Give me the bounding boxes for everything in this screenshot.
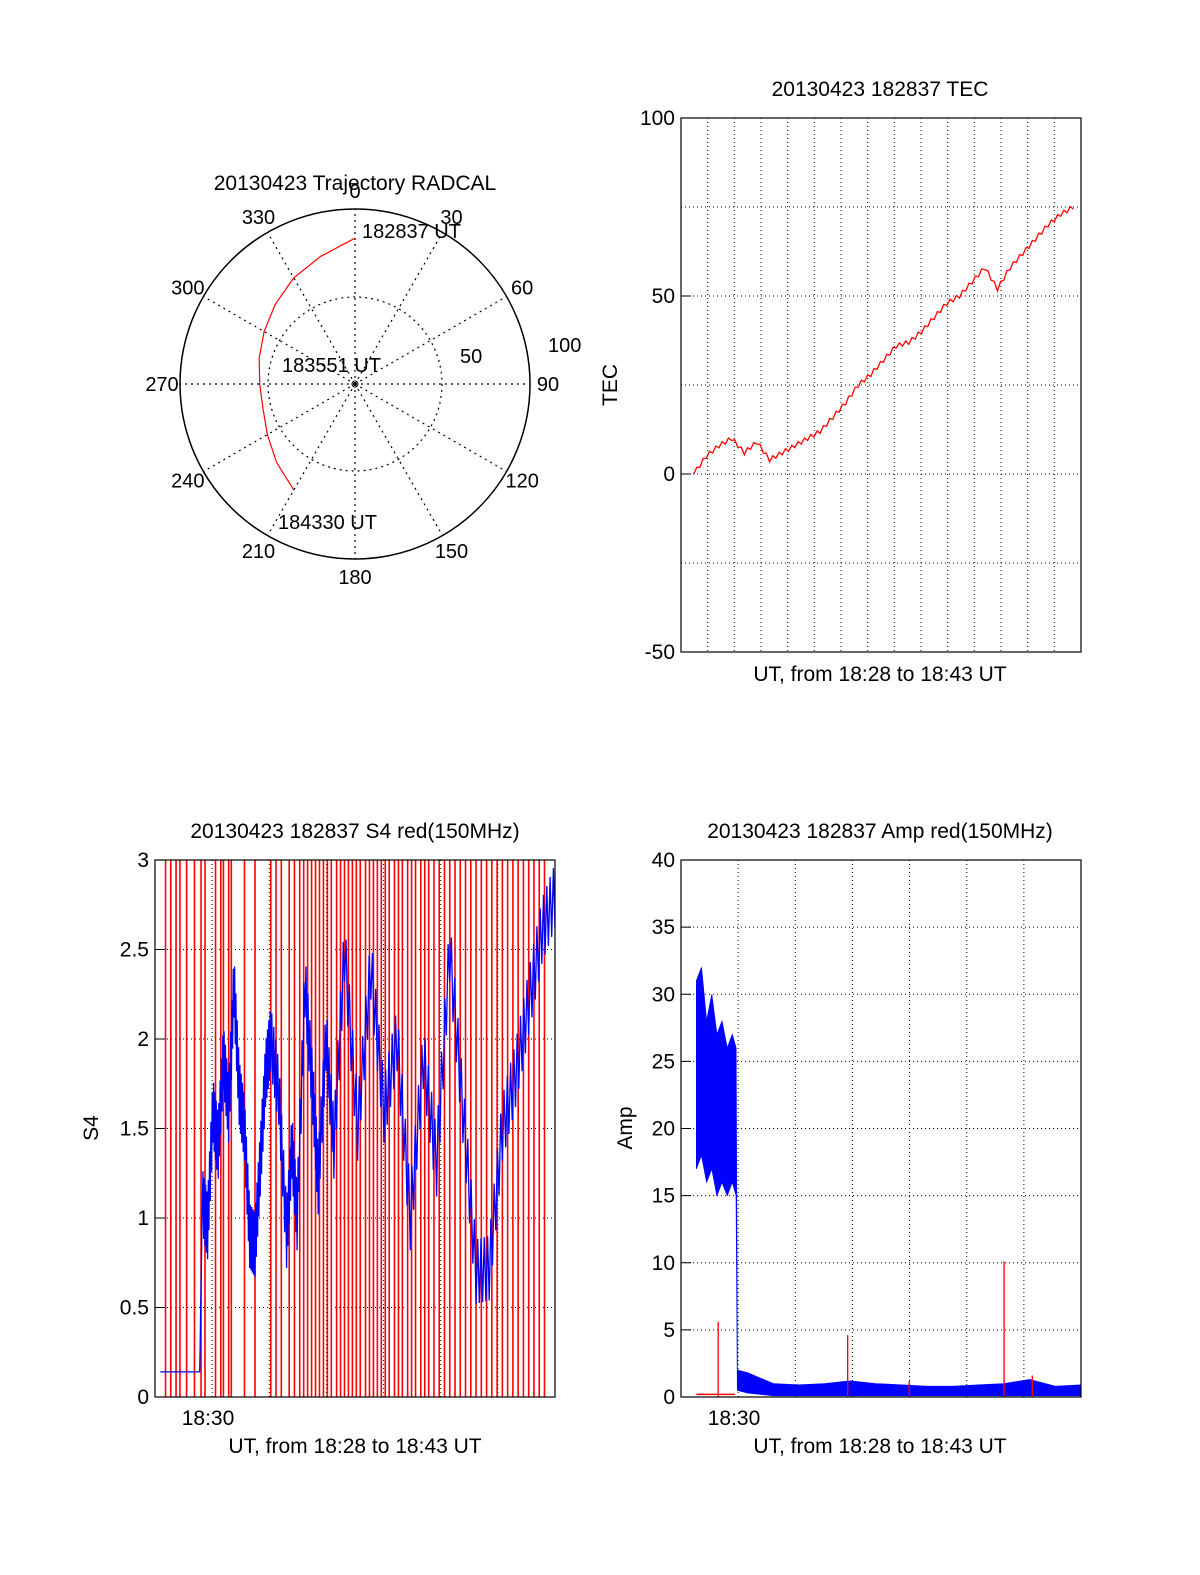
s4-title: 20130423 182837 S4 red(150MHz) xyxy=(190,820,519,843)
amp-ytick-label: 10 xyxy=(652,1252,675,1275)
polar-azimuth-label: 240 xyxy=(171,471,204,493)
polar-center-dot xyxy=(351,380,359,388)
tec-series-line xyxy=(693,205,1074,475)
polar-azimuth-label: 90 xyxy=(537,374,559,396)
tec-ylabel: TEC xyxy=(599,364,622,406)
tec-y-ticks: 100 50 0 -50 xyxy=(640,107,691,664)
polar-radial-tick-100: 100 xyxy=(548,335,581,357)
amp-xlabel: UT, from 18:28 to 18:43 UT xyxy=(753,1435,1006,1458)
polar-azimuth-label: 270 xyxy=(145,374,178,396)
tec-grid xyxy=(681,118,1081,652)
trajectory-label-end: 184330 UT xyxy=(278,512,377,534)
polar-azimuth-label: 60 xyxy=(511,278,533,300)
polar-spoke xyxy=(354,383,444,536)
amp-red-series xyxy=(696,1261,1033,1397)
s4-ytick-label: 0.5 xyxy=(120,1297,149,1320)
polar-title: 20130423 Trajectory RADCAL xyxy=(214,172,497,195)
amp-xtick-label: 18:30 xyxy=(708,1407,761,1430)
polar-azimuth-label: 210 xyxy=(242,541,275,563)
s4-xtick-label: 18:30 xyxy=(182,1407,235,1430)
tec-plot-frame xyxy=(680,117,1082,653)
amp-ylabel: Amp xyxy=(614,1106,637,1149)
s4-blue-series-line xyxy=(160,868,556,1373)
polar-trajectory-line xyxy=(258,237,356,491)
tec-ytick-label: -50 xyxy=(645,641,675,664)
s4-ytick-label: 2.5 xyxy=(120,939,149,962)
amp-chart: 20130423 182837 Amp red(150MHz) 40 35 30 25… xyxy=(614,820,1082,1458)
s4-y-ticks: 3 2.5 2 1.5 1 0.5 0 xyxy=(120,849,165,1409)
tec-xlabel: UT, from 18:28 to 18:43 UT xyxy=(753,663,1006,686)
polar-azimuth-label: 180 xyxy=(338,567,371,589)
amp-ytick-label: 40 xyxy=(652,849,675,872)
polar-spoke xyxy=(203,295,356,385)
amp-plot-frame xyxy=(680,859,1082,1398)
polar-azimuth-label: 330 xyxy=(242,207,275,229)
polar-spoke xyxy=(266,232,356,385)
polar-azimuth-label: 0 xyxy=(349,181,360,203)
amp-y-ticks: 40 35 30 25 20 15 10 5 0 xyxy=(652,849,691,1409)
tec-title: 20130423 182837 TEC xyxy=(772,78,989,101)
s4-chart: 20130423 182837 S4 red(150MHz) 3 2.5 2 1.5 1… xyxy=(80,820,556,1458)
amp-title: 20130423 182837 Amp red(150MHz) xyxy=(707,820,1053,843)
polar-azimuth-labels: 0 30 60 90 120 150 180 210 240 270 300 330 xyxy=(145,181,559,589)
amp-ytick-label: 25 xyxy=(652,1050,675,1073)
polar-azimuth-label: 150 xyxy=(435,541,468,563)
polar-spoke xyxy=(354,383,507,473)
amp-ytick-label: 0 xyxy=(663,1386,675,1409)
s4-ytick-label: 3 xyxy=(137,849,149,872)
amp-ytick-label: 35 xyxy=(652,916,675,939)
tec-ytick-label: 50 xyxy=(652,285,675,308)
polar-azimuth-label: 300 xyxy=(171,278,204,300)
amp-ytick-label: 5 xyxy=(663,1319,675,1342)
tec-chart: 20130423 182837 TEC 100 50 0 -50 UT, from 1… xyxy=(599,78,1082,686)
amp-blue-noise-band xyxy=(696,967,1082,1397)
polar-spoke xyxy=(354,232,444,385)
amp-ytick-label: 15 xyxy=(652,1185,675,1208)
polar-spoke xyxy=(354,295,507,385)
s4-ylabel: S4 xyxy=(80,1115,103,1141)
s4-ytick-label: 2 xyxy=(137,1028,149,1051)
polar-trajectory-chart: 20130423 Trajectory RADCAL 0 30 60 90 120 150… xyxy=(145,172,581,589)
polar-spoke xyxy=(266,383,356,536)
s4-plot-frame xyxy=(154,859,556,1398)
amp-ytick-label: 30 xyxy=(652,983,675,1006)
tec-ytick-label: 0 xyxy=(663,463,675,486)
s4-xlabel: UT, from 18:28 to 18:43 UT xyxy=(228,1435,481,1458)
polar-ring-50 xyxy=(267,296,443,472)
polar-radial-tick-50: 50 xyxy=(460,346,482,368)
polar-spokes xyxy=(180,209,530,559)
polar-azimuth-label: 30 xyxy=(440,207,462,229)
tec-ytick-label: 100 xyxy=(640,107,675,130)
amp-ytick-label: 20 xyxy=(652,1118,675,1141)
trajectory-label-mid: 183551 UT xyxy=(282,355,381,377)
s4-ytick-label: 1 xyxy=(137,1207,149,1230)
polar-azimuth-label: 120 xyxy=(505,471,538,493)
s4-ytick-label: 1.5 xyxy=(120,1118,149,1141)
polar-spoke xyxy=(203,383,356,473)
amp-grid xyxy=(681,860,1081,1397)
s4-ytick-label: 0 xyxy=(137,1386,149,1409)
trajectory-label-start: 182837 UT xyxy=(362,221,461,243)
